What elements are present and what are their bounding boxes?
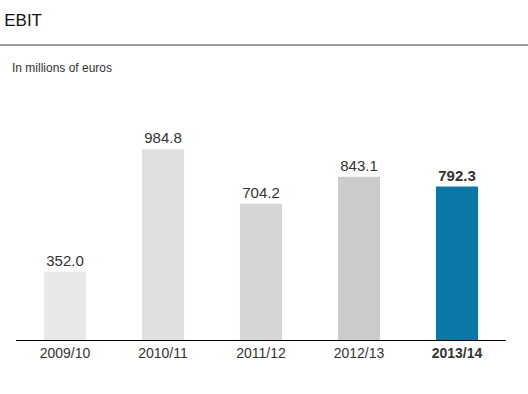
svg-text:2009/10: 2009/10 [40, 345, 91, 361]
svg-text:352.0: 352.0 [46, 252, 84, 269]
svg-text:843.1: 843.1 [340, 157, 378, 174]
svg-text:In millions of euros: In millions of euros [12, 61, 112, 75]
svg-text:792.3: 792.3 [438, 167, 476, 184]
svg-text:2013/14: 2013/14 [432, 345, 483, 361]
svg-text:2012/13: 2012/13 [334, 345, 385, 361]
svg-text:2010/11: 2010/11 [138, 345, 188, 361]
svg-text:704.2: 704.2 [242, 184, 280, 201]
svg-text:984.8: 984.8 [144, 129, 182, 146]
svg-text:EBIT: EBIT [4, 11, 42, 30]
svg-text:2011/12: 2011/12 [236, 345, 286, 361]
